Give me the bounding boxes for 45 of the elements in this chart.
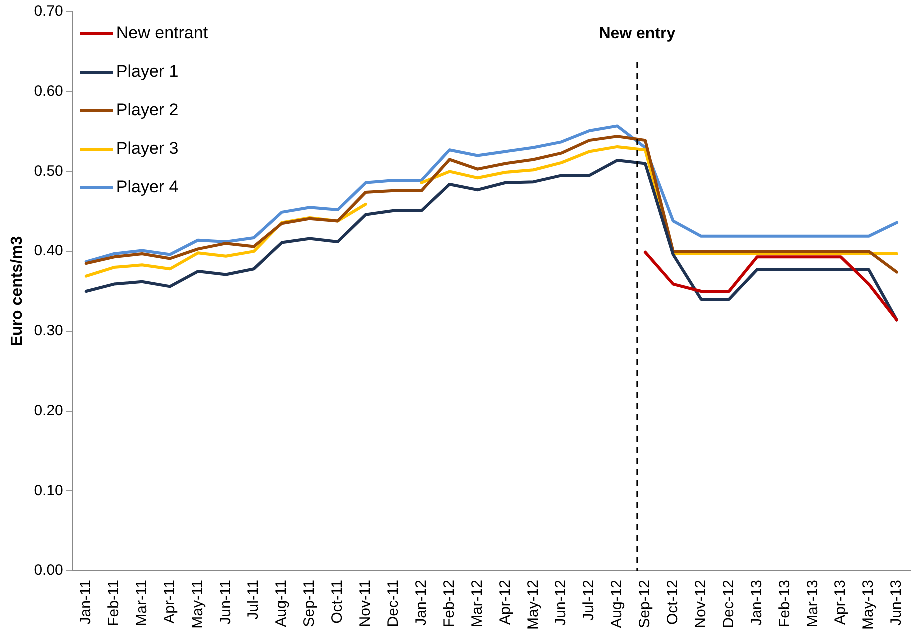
x-tick-label: Dec-11 (384, 580, 402, 628)
y-tick-label: 0.60 (34, 82, 64, 100)
legend-label: Player 3 (116, 139, 179, 158)
x-tick-label: Jul-12 (580, 580, 598, 621)
x-tick-label: Jan-12 (412, 580, 430, 626)
x-tick-label: May-12 (524, 580, 542, 630)
x-tick-label: Nov-11 (357, 580, 374, 628)
legend-label: Player 4 (116, 178, 179, 197)
legend-label: New entrant (116, 24, 208, 43)
x-tick-label: Aug-11 (273, 580, 290, 628)
y-tick-label: 0.30 (34, 322, 64, 340)
x-tick-label: Sep-12 (636, 580, 654, 628)
ref-line-label: New entry (599, 25, 676, 42)
y-axis-title: Euro cents/m3 (9, 236, 26, 347)
x-tick-label: May-11 (189, 580, 206, 629)
x-tick-label: Jun-12 (552, 580, 570, 626)
x-tick-label: Apr-13 (832, 580, 850, 626)
x-tick-label: Jun-13 (888, 580, 906, 626)
x-tick-label: Mar-12 (468, 580, 486, 628)
x-tick-label: May-13 (860, 580, 878, 630)
x-tick-label: Jan-11 (78, 580, 95, 625)
x-tick-label: Feb-13 (776, 580, 794, 628)
legend-label: Player 1 (116, 62, 179, 82)
x-tick-label: Mar-13 (804, 580, 822, 628)
x-tick-label: Apr-12 (496, 580, 514, 626)
legend-label: Player 2 (116, 100, 179, 120)
y-tick-label: 0.00 (34, 562, 64, 580)
x-tick-label: Mar-11 (133, 580, 150, 626)
x-tick-label: Jan-13 (748, 580, 766, 626)
y-tick-label: 0.10 (34, 482, 64, 500)
x-tick-label: Aug-12 (608, 580, 626, 628)
x-tick-label: Oct-12 (664, 580, 682, 625)
x-tick-label: Jul-11 (245, 580, 262, 620)
x-tick-label: Jun-11 (217, 580, 234, 625)
x-tick-label: Sep-11 (301, 580, 318, 628)
x-tick-label: Feb-11 (105, 580, 122, 626)
y-tick-label: 0.40 (34, 242, 64, 260)
x-tick-label: Apr-11 (161, 580, 178, 624)
x-tick-label: Oct-11 (329, 580, 346, 624)
x-tick-label: Feb-12 (440, 580, 458, 628)
y-tick-label: 0.70 (34, 3, 64, 20)
y-tick-label: 0.20 (34, 402, 64, 420)
y-tick-label: 0.50 (34, 162, 64, 180)
x-tick-label: Nov-12 (692, 580, 710, 628)
x-tick-label: Dec-12 (720, 580, 738, 628)
